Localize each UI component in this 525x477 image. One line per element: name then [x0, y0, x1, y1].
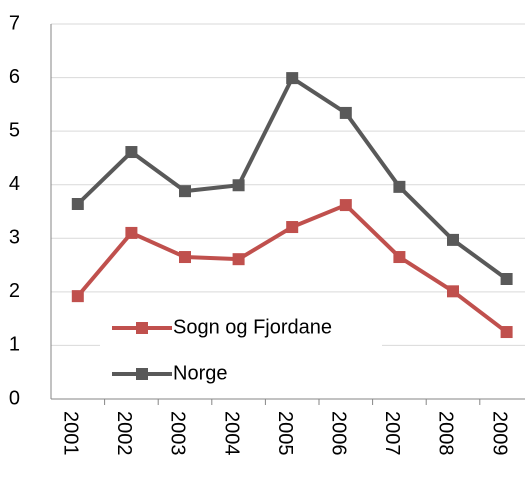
y-tick-label: 7 — [9, 12, 20, 34]
x-tick-label: 2005 — [274, 411, 296, 456]
point — [393, 180, 406, 193]
series-line — [76, 76, 508, 281]
y-tick-label: 3 — [9, 227, 20, 249]
x-tick-label: 2002 — [113, 411, 135, 456]
x-tick-label: 2007 — [381, 411, 403, 456]
y-tick-label: 4 — [9, 173, 20, 195]
point — [71, 290, 84, 303]
x-tick-label: 2003 — [167, 411, 189, 456]
y-tick-label: 5 — [9, 119, 20, 141]
point — [339, 199, 352, 212]
point — [125, 226, 138, 239]
point — [179, 185, 191, 198]
point — [286, 221, 299, 234]
legend-label: Sogn og Fjordane — [173, 316, 332, 338]
point — [125, 146, 138, 159]
y-tick-label: 2 — [9, 280, 20, 302]
y-tick-label: 6 — [9, 66, 20, 88]
point — [339, 106, 352, 119]
x-tick-label: 2006 — [328, 411, 350, 456]
point — [71, 198, 84, 210]
point — [179, 251, 191, 264]
x-tick-label: 2004 — [220, 411, 242, 456]
legend-label: Norge — [173, 362, 227, 384]
point — [232, 253, 245, 266]
x-tick-label: 2001 — [60, 411, 82, 456]
x-tick-label: 2008 — [435, 411, 457, 456]
legend: Sogn og Fjordane Norge — [100, 308, 382, 396]
point — [286, 72, 299, 85]
point — [447, 233, 459, 246]
y-tick-label: 0 — [9, 387, 20, 409]
point — [500, 326, 513, 339]
y-tick-label: 1 — [9, 334, 20, 356]
point — [393, 251, 406, 264]
legend-marker — [136, 322, 148, 334]
x-tick-label: 2009 — [488, 411, 510, 455]
legend-marker — [136, 368, 148, 380]
point — [447, 285, 459, 298]
point — [232, 179, 245, 192]
point — [500, 273, 513, 285]
